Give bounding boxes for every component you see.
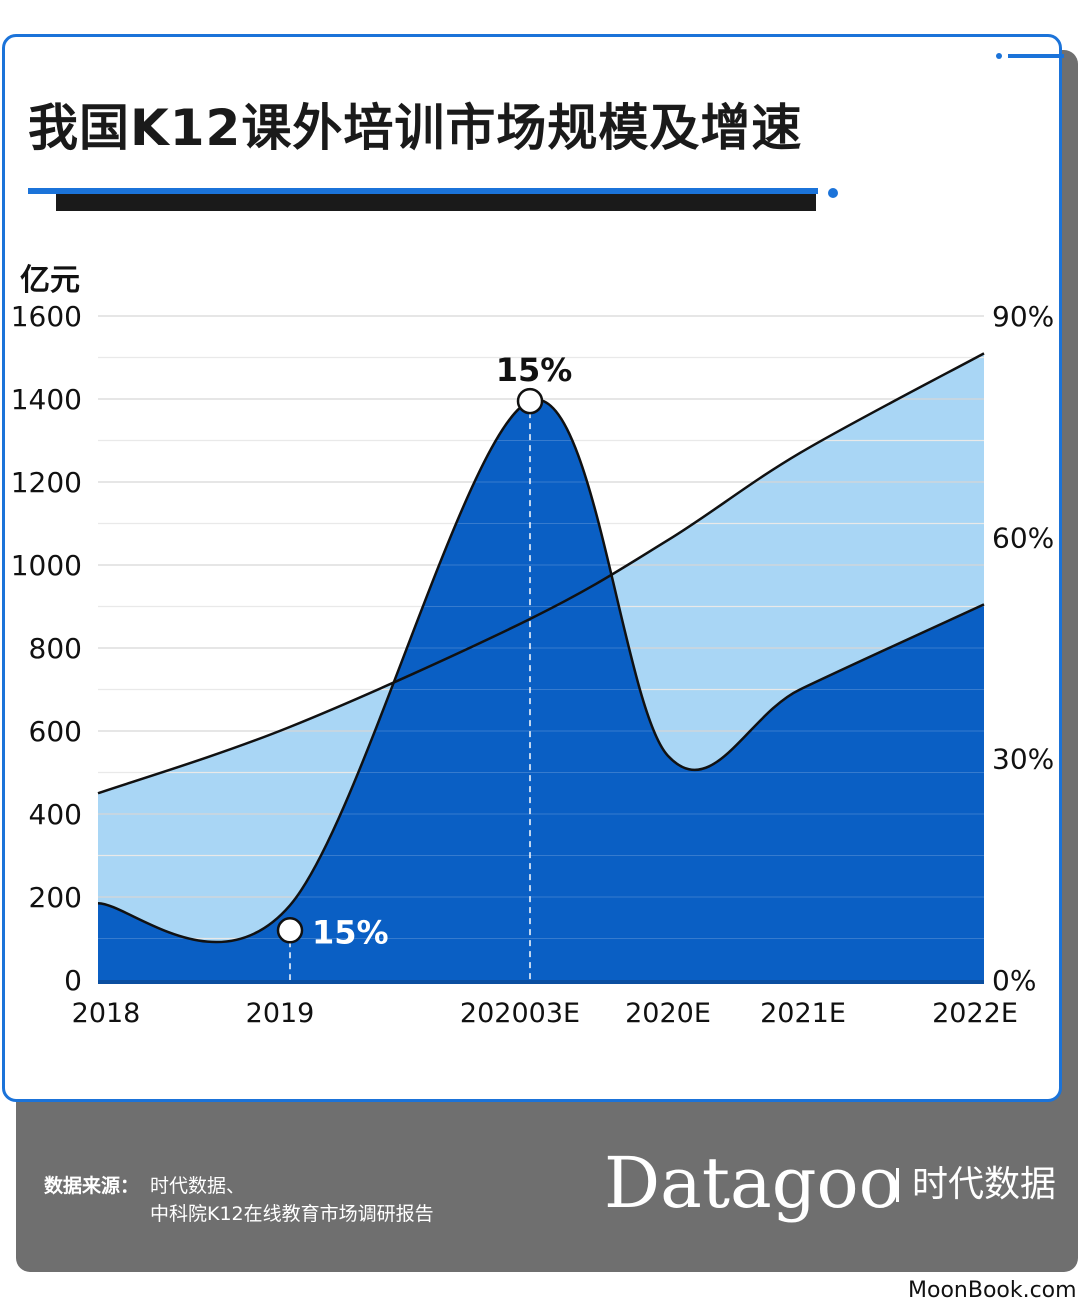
left-axis-tick: 0 <box>64 964 82 997</box>
x-axis-tick: 2018 <box>72 998 141 1029</box>
left-axis-tick: 600 <box>29 715 82 748</box>
right-axis-tick: 60% <box>992 521 1054 554</box>
right-axis-tick: 30% <box>992 743 1054 776</box>
title-underline-blue <box>28 188 818 194</box>
source-line-2: 中科院K12在线教育市场调研报告 <box>150 1203 434 1225</box>
x-axis-tick: 2021E <box>760 998 846 1029</box>
series-line-dark <box>97 398 985 944</box>
right-axis-tick: 0% <box>992 964 1036 997</box>
left-axis-tick: 1000 <box>11 549 82 582</box>
chart-title: 我国K12课外培训市场规模及增速 <box>28 99 803 157</box>
corner-dot <box>996 53 1002 59</box>
x-axis-tick: 2022E <box>932 998 1018 1029</box>
title-underline-dot <box>828 188 838 198</box>
x-axis-tick: 2020E <box>625 998 711 1029</box>
left-axis-tick: 200 <box>29 881 82 914</box>
area-chart: 亿元 0 200 400 600 800 1000 1200 1400 1600 0% 30% 60% 9… <box>11 263 1055 1029</box>
source-label: 数据来源： <box>44 1175 140 1197</box>
right-axis-tick: 90% <box>992 300 1054 333</box>
left-axis-tick: 1400 <box>11 383 82 416</box>
brand-logo: Datagoo <box>604 1142 901 1224</box>
annotation-marker <box>516 387 544 415</box>
source-line-1: 时代数据、 <box>150 1175 246 1197</box>
x-axis-tick: 202003E <box>460 998 580 1029</box>
brand-cn-text: 时代数据 <box>912 1164 1057 1205</box>
area-dark-fill <box>98 399 984 981</box>
brand-separator <box>896 1168 899 1202</box>
left-axis-tick: 400 <box>29 798 82 831</box>
left-axis-tick: 1200 <box>11 466 82 499</box>
series-line-light <box>97 352 985 795</box>
left-axis-unit: 亿元 <box>20 263 80 298</box>
watermark: MoonBook.com <box>908 1278 1077 1303</box>
left-axis-tick: 1600 <box>11 300 82 333</box>
title-underline-black <box>56 194 816 211</box>
left-axis-tick: 800 <box>29 632 82 665</box>
corner-line <box>1008 54 1064 58</box>
x-axis-tick: 2019 <box>246 998 315 1029</box>
annotation-label: 15% <box>496 351 573 389</box>
annotation-label: 15% <box>312 913 389 951</box>
annotation-marker <box>276 917 304 944</box>
